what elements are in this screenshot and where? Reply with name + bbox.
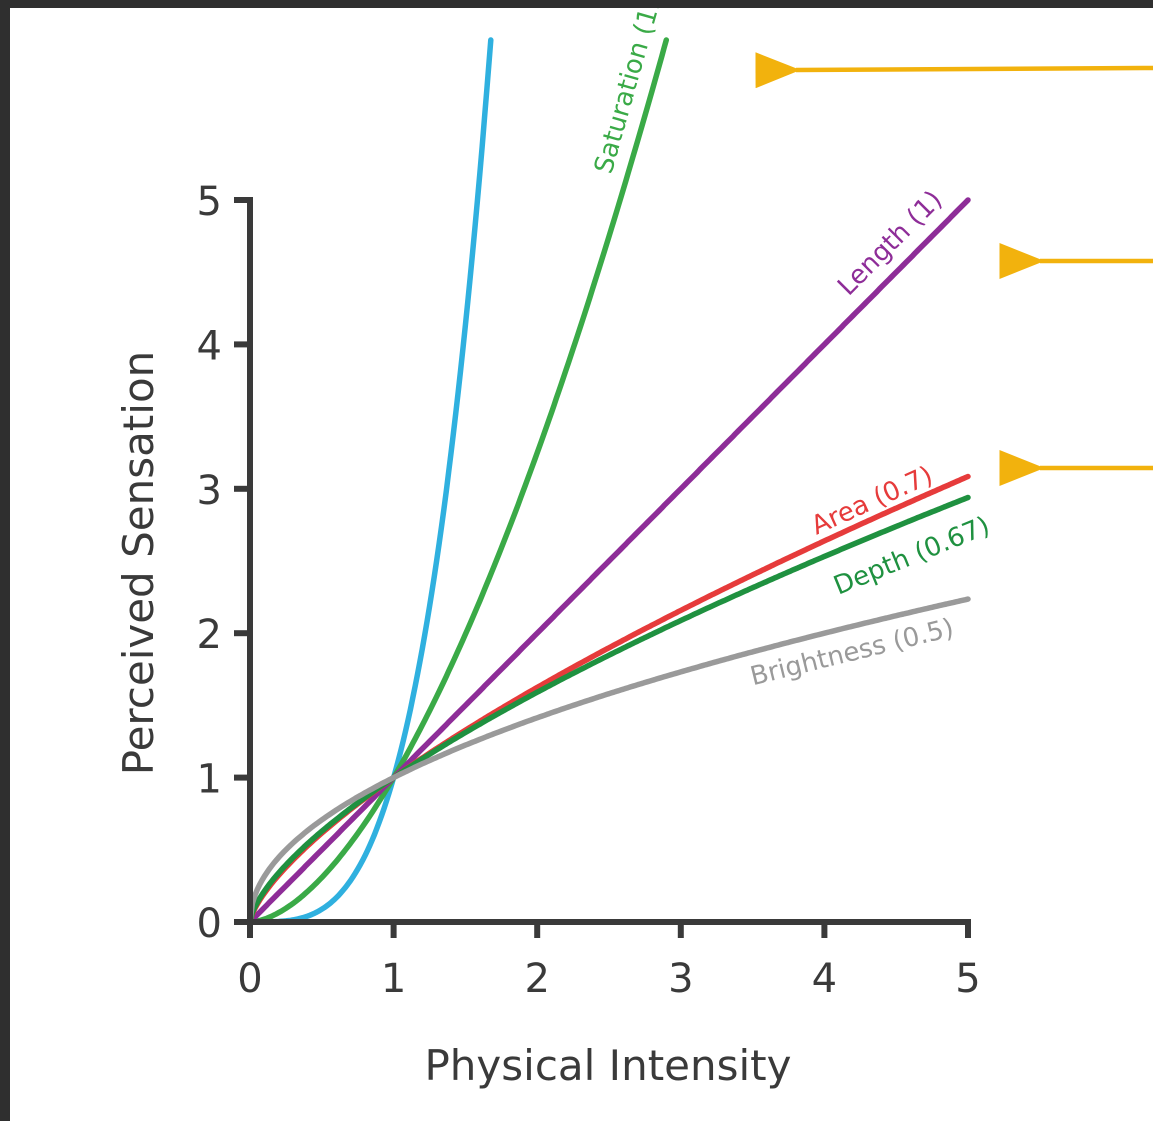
x-tick-label: 2 (524, 956, 549, 1002)
y-tick-label: 5 (197, 179, 222, 225)
y-tick-label: 1 (197, 757, 222, 803)
y-tick-label: 4 (197, 323, 222, 369)
x-tick-label: 4 (812, 956, 837, 1002)
series-line-depth (247, 494, 971, 925)
series-line-saturation (247, 37, 670, 925)
arrows-layer (755, 52, 1153, 486)
annotation-arrow-saturation (755, 52, 1153, 89)
y-tick-label: 0 (197, 901, 222, 947)
series-label-saturation: Saturation (1.7) (589, 8, 674, 177)
x-axis-title: Physical Intensity (424, 1041, 791, 1090)
x-tick-label: 0 (237, 956, 262, 1002)
series-line-brightness (247, 596, 971, 925)
axes-layer: 0 1 2 3 4 5 0 1 2 3 4 5 (197, 179, 981, 1002)
series-layer (247, 37, 971, 925)
x-tick-label: 1 (381, 956, 406, 1002)
y-axis-title: Perceived Sensation (114, 351, 163, 776)
y-tick-label: 3 (197, 468, 222, 514)
series-line-length (247, 197, 971, 925)
x-tick-label: 3 (668, 956, 693, 1002)
series-label-length: Length (1) (832, 185, 948, 302)
x-tick-label: 5 (955, 956, 980, 1002)
y-tick-label: 2 (197, 612, 222, 658)
